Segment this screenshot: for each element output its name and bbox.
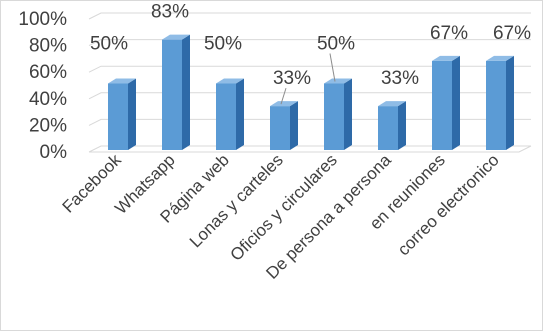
data-label: 33%	[381, 68, 419, 89]
data-label: 67%	[493, 23, 531, 44]
data-label: 50%	[204, 34, 242, 55]
x-tick-label: correo electronico	[394, 150, 503, 259]
data-label: 67%	[430, 23, 468, 44]
y-tick-label: 60%	[29, 62, 67, 83]
grid-layer	[88, 12, 532, 153]
data-labels: 50% 83% 50% 33% 50% 33% 67% 67%	[90, 2, 531, 90]
floor-line	[89, 145, 532, 153]
y-tick-label: 100%	[18, 9, 67, 30]
data-label: 83%	[151, 2, 189, 23]
leader-layer	[280, 53, 336, 105]
bar-layer	[108, 34, 514, 150]
gridline	[88, 39, 531, 47]
leader-line	[329, 53, 336, 82]
x-tick-label: Lonas y carteles	[186, 150, 287, 251]
data-label: 50%	[90, 34, 128, 55]
bar	[216, 78, 244, 150]
bar	[162, 34, 190, 150]
data-label: 50%	[317, 34, 355, 55]
gridline	[88, 65, 531, 73]
bar	[486, 55, 514, 150]
gridline	[88, 145, 531, 153]
bar	[270, 101, 298, 150]
gridline	[88, 118, 531, 126]
y-tick-label: 40%	[29, 89, 67, 110]
y-tick-label: 0%	[40, 142, 68, 163]
y-axis: 0% 20% 40% 60% 80% 100%	[18, 9, 67, 163]
data-label: 33%	[273, 68, 311, 89]
bar	[108, 78, 136, 150]
bar	[378, 101, 406, 150]
y-tick-label: 80%	[29, 36, 67, 57]
bar	[432, 55, 460, 150]
gridline	[88, 92, 531, 100]
bar	[324, 78, 352, 150]
y-tick-label: 20%	[29, 115, 67, 136]
leader-line	[280, 87, 287, 105]
gridline	[88, 12, 531, 20]
